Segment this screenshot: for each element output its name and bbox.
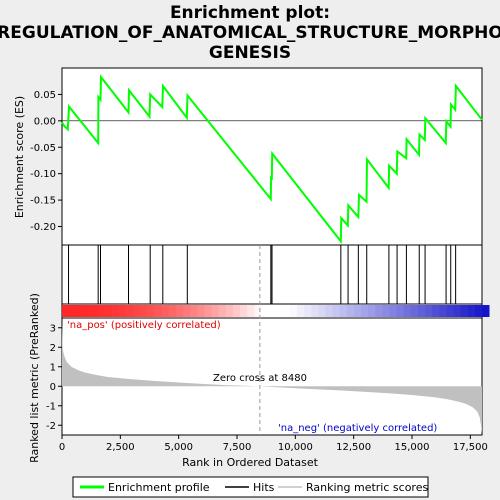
gradient-segment (311, 305, 319, 317)
metric-y-axis-label: Ranked list metric (PreRanked) (28, 293, 41, 463)
gradient-segment (254, 305, 262, 317)
gradient-segment (69, 305, 77, 317)
gradient-segment (204, 305, 212, 317)
x-tick-label: 17,500 (453, 442, 488, 453)
metric-y-tick-label: -2 (46, 421, 56, 432)
metric-y-tick-label: 2 (50, 343, 56, 354)
x-tick-label: 10,000 (278, 442, 313, 453)
gradient-segment (147, 305, 155, 317)
zero-cross-label: Zero cross at 8480 (213, 373, 307, 384)
gradient-segment (98, 305, 106, 317)
x-tick-label: 12,500 (336, 442, 371, 453)
gradient-segment (304, 305, 312, 317)
gradient-segment (76, 305, 84, 317)
x-tick-label: 15,000 (395, 442, 430, 453)
x-tick-label: 2,500 (106, 442, 135, 453)
gradient-segment (347, 305, 355, 317)
gradient-segment (233, 305, 241, 317)
metric-y-tick-label: 0 (50, 382, 56, 393)
x-tick-label: 0 (59, 442, 65, 453)
gradient-segment (268, 305, 276, 317)
gradient-segment (432, 305, 440, 317)
gradient-segment (340, 305, 348, 317)
gradient-segment (105, 305, 113, 317)
gradient-segment (375, 305, 383, 317)
gradient-segment (133, 305, 141, 317)
gradient-segment (318, 305, 326, 317)
legend-enrichment-label: Enrichment profile (108, 481, 210, 494)
gradient-segment (219, 305, 227, 317)
gradient-segment (91, 305, 99, 317)
legend-metric-label: Ranking metric scores (306, 481, 428, 494)
gradient-segment (247, 305, 255, 317)
gradient-segment (126, 305, 134, 317)
gradient-segment (425, 305, 433, 317)
gradient-segment (190, 305, 198, 317)
x-tick-label: 7,500 (223, 442, 252, 453)
gradient-segment (162, 305, 170, 317)
gradient-segment (183, 305, 191, 317)
gradient-segment (354, 305, 362, 317)
gradient-segment (197, 305, 205, 317)
gradient-segment (333, 305, 341, 317)
gradient-segment (411, 305, 419, 317)
gradient-segment (176, 305, 184, 317)
gradient-segment (390, 305, 398, 317)
es-y-axis-label: Enrichment score (ES) (13, 96, 26, 218)
gradient-segment (283, 305, 291, 317)
gradient-segment (140, 305, 148, 317)
es-y-tick-label: -0.15 (30, 196, 56, 207)
es-y-tick-label: 0.05 (34, 90, 56, 101)
gradient-segment (155, 305, 163, 317)
positive-correlation-label: 'na_pos' (positively correlated) (67, 320, 221, 331)
gradient-segment (119, 305, 127, 317)
gradient-segment (439, 305, 447, 317)
gradient-segment (361, 305, 369, 317)
rank-gradient-segments (62, 305, 490, 317)
gradient-segment (454, 305, 462, 317)
gradient-segment (212, 305, 220, 317)
gradient-segment (404, 305, 412, 317)
es-y-tick-label: 0.00 (34, 116, 56, 127)
gradient-segment (290, 305, 298, 317)
gradient-segment (226, 305, 234, 317)
gradient-segment (276, 305, 284, 317)
gradient-segment (62, 305, 70, 317)
metric-y-tick-label: 1 (50, 362, 56, 373)
metric-y-tick-label: -1 (46, 401, 56, 412)
metric-y-tick-label: 3 (50, 323, 56, 334)
gradient-segment (240, 305, 248, 317)
es-y-tick-label: -0.20 (30, 222, 56, 233)
x-axis-label: Rank in Ordered Dataset (182, 456, 319, 469)
es-y-tick-label: -0.10 (30, 169, 56, 180)
gradient-segment (83, 305, 91, 317)
gradient-segment (461, 305, 469, 317)
gradient-segment (468, 305, 476, 317)
x-tick-label: 5,000 (164, 442, 193, 453)
chart-title-line-2: REGULATION_OF_ANATOMICAL_STRUCTURE_MORPH… (0, 23, 500, 43)
gradient-segment (325, 305, 333, 317)
gradient-segment (297, 305, 305, 317)
chart-title-line-1: Enrichment plot: (170, 3, 330, 23)
gradient-segment (397, 305, 405, 317)
chart-title-line-3: GENESIS (209, 43, 291, 63)
es-y-tick-label: -0.05 (30, 143, 56, 154)
gradient-segment (382, 305, 390, 317)
gradient-segment (446, 305, 454, 317)
gradient-segment (482, 305, 490, 317)
gradient-segment (112, 305, 120, 317)
gradient-segment (261, 305, 269, 317)
gradient-segment (169, 305, 177, 317)
gradient-segment (368, 305, 376, 317)
gradient-segment (475, 305, 483, 317)
gradient-segment (418, 305, 426, 317)
legend-hits-label: Hits (253, 481, 275, 494)
negative-correlation-label: 'na_neg' (negatively correlated) (278, 423, 437, 434)
